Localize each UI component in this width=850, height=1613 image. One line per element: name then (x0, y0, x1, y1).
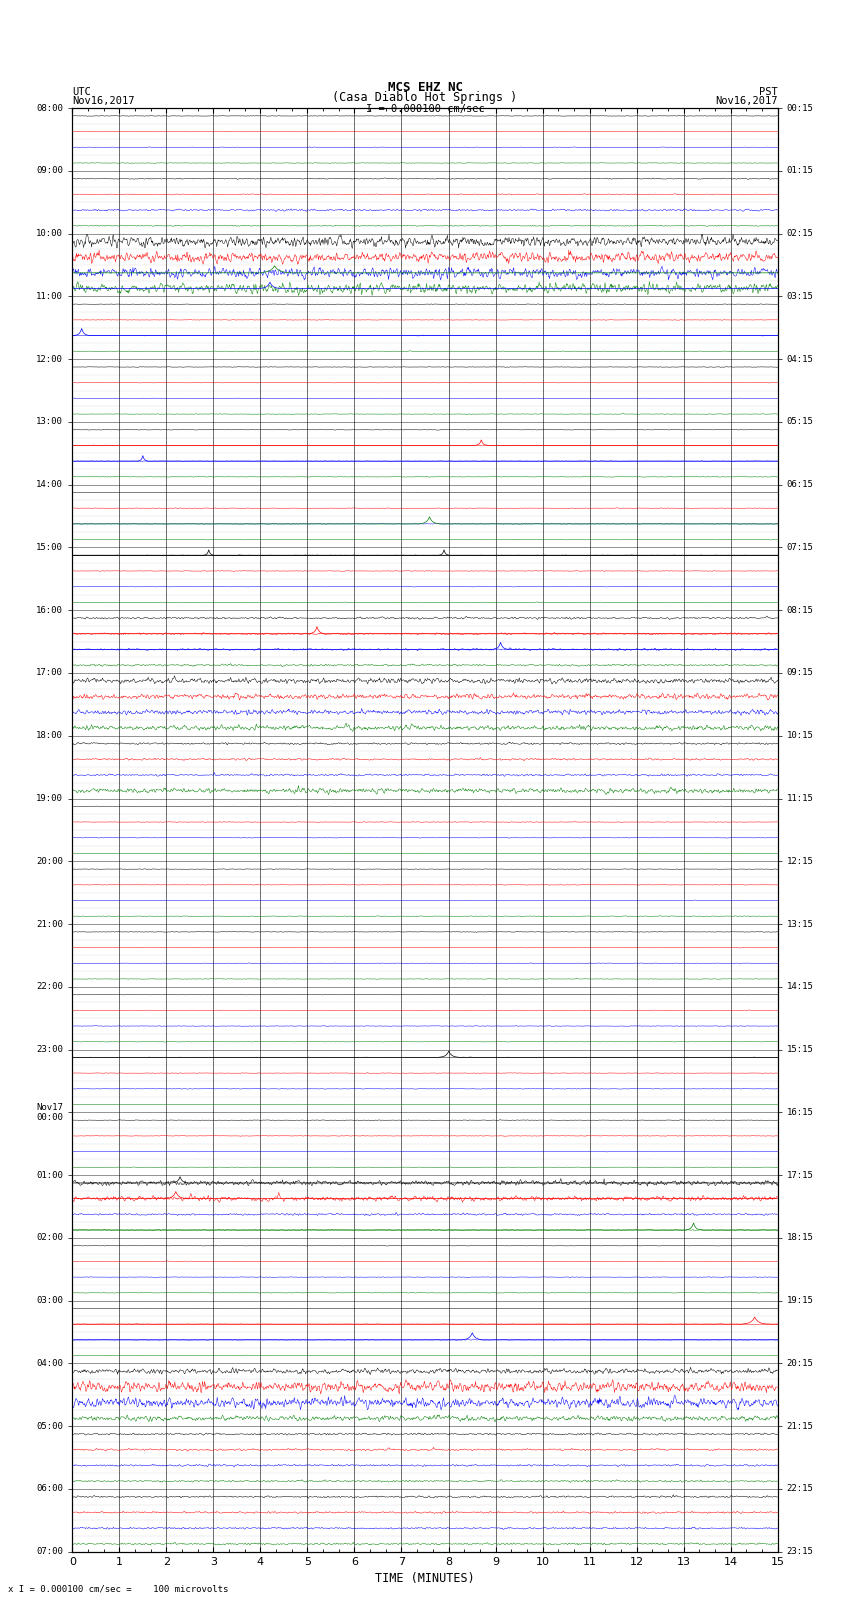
Text: Nov16,2017: Nov16,2017 (72, 97, 135, 106)
Text: I = 0.000100 cm/sec: I = 0.000100 cm/sec (366, 103, 484, 113)
Text: (Casa Diablo Hot Springs ): (Casa Diablo Hot Springs ) (332, 90, 518, 105)
Text: x I = 0.000100 cm/sec =    100 microvolts: x I = 0.000100 cm/sec = 100 microvolts (8, 1584, 229, 1594)
Text: PST: PST (759, 87, 778, 97)
Text: UTC: UTC (72, 87, 91, 97)
X-axis label: TIME (MINUTES): TIME (MINUTES) (375, 1573, 475, 1586)
Text: Nov16,2017: Nov16,2017 (715, 97, 778, 106)
Text: MCS EHZ NC: MCS EHZ NC (388, 81, 462, 94)
